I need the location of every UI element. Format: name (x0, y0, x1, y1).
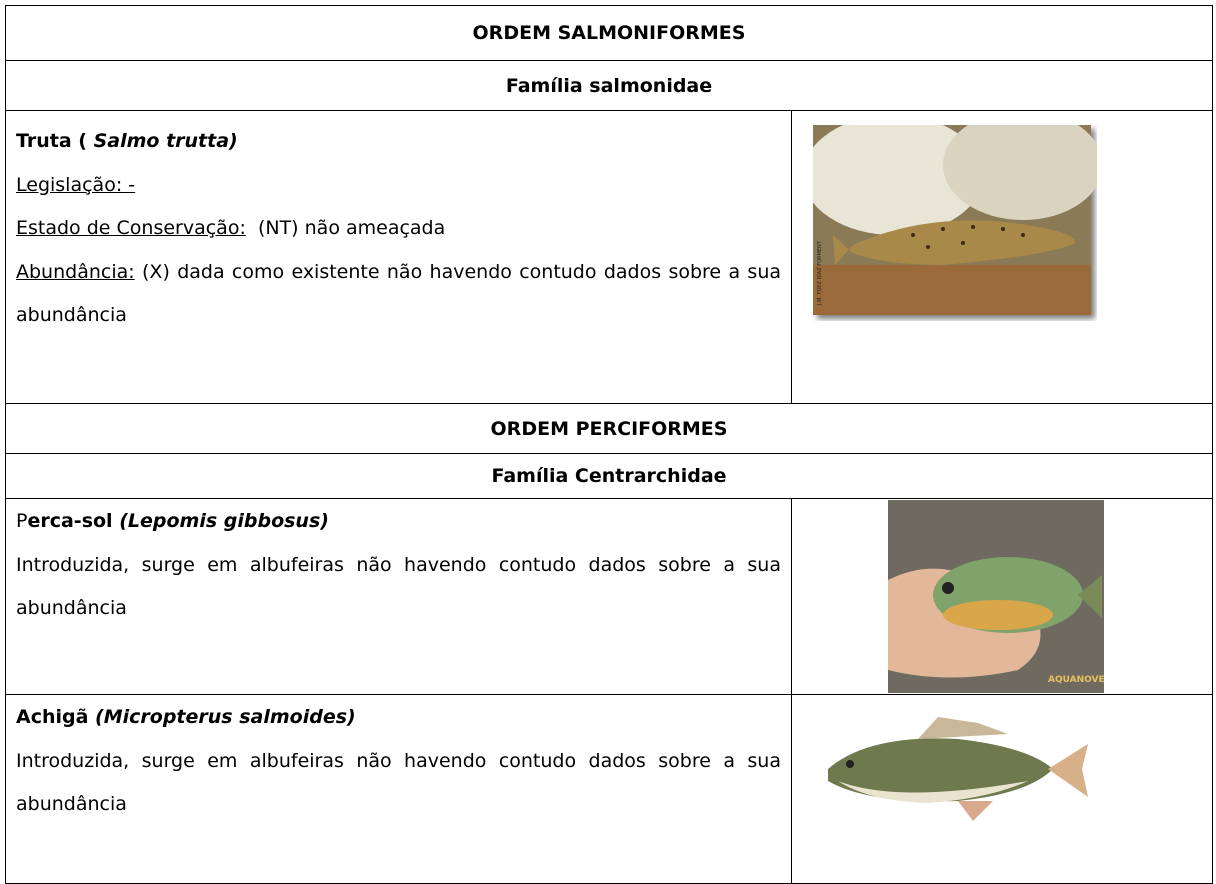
field-label: Legislação: - (16, 173, 136, 196)
order-heading: ORDEM PERCIFORMES (5, 403, 1213, 454)
tail (1078, 575, 1102, 618)
species-image-cell (791, 694, 1213, 884)
species-image-cell: J.M. FDEZ DÍAZ FORMENT (791, 110, 1213, 404)
name-plain: P (16, 510, 28, 532)
heading-text: Família salmonidae (505, 74, 713, 97)
bass-illustration (828, 717, 1088, 821)
order-heading: ORDEM SALMONIFORMES (5, 5, 1213, 61)
image-credit: AQUANOVEL (1048, 675, 1104, 685)
eye (942, 582, 954, 594)
belly (838, 781, 1028, 803)
species-image-cell: AQUANOVEL (791, 498, 1213, 695)
name-scientific: (Lepomis gibbosus) (119, 510, 329, 532)
name-common: Truta ( (16, 130, 94, 152)
species-text-cell: Achigã (Micropterus salmoides) Introduzi… (5, 694, 792, 884)
family-heading: Família salmonidae (5, 60, 1213, 111)
anal-fin (958, 801, 993, 821)
field-line: Legislação: - (16, 164, 781, 208)
field-line: Estado de Conservação: (NT) não ameaçada (16, 207, 781, 251)
species-name: Truta ( Salmo trutta) (16, 120, 781, 164)
name-scientific: Salmo trutta) (93, 130, 238, 152)
name-common: erca-sol (27, 510, 120, 532)
trout-photo: J.M. FDEZ DÍAZ FORMENT (813, 125, 1097, 315)
name-scientific: (Micropterus salmoides) (95, 706, 356, 728)
species-name: Achigã (Micropterus salmoides) (16, 696, 781, 740)
eye (846, 760, 854, 768)
field-text: (NT) não ameaçada (257, 217, 446, 239)
heading-text: ORDEM SALMONIFORMES (472, 22, 746, 44)
heading-text: Família Centrarchidae (491, 465, 727, 487)
rock (813, 125, 983, 235)
fish-body (828, 738, 1053, 802)
field-label: Estado de Conservação: (16, 217, 246, 239)
species-name: Perca-sol (Lepomis gibbosus) (16, 500, 781, 544)
heading-text: ORDEM PERCIFORMES (490, 417, 728, 440)
dorsal-fin (918, 717, 1008, 739)
belly (943, 600, 1053, 630)
name-common: Achigã (16, 706, 96, 728)
fish (833, 220, 1076, 265)
species-text-cell: Truta ( Salmo trutta) Legislação: - Esta… (5, 110, 792, 404)
sunfish-photo: AQUANOVEL (888, 500, 1104, 693)
field-text: (X) dada como existente não havendo cont… (16, 260, 781, 327)
rock (943, 125, 1097, 220)
family-heading: Família Centrarchidae (5, 453, 1213, 499)
tail (1048, 744, 1088, 797)
field-label: Abundância: (16, 260, 135, 283)
image-credit: J.M. FDEZ DÍAZ FORMENT (816, 240, 823, 306)
species-description: Introduzida, surge em albufeiras não hav… (16, 749, 781, 816)
ground (813, 265, 1091, 315)
species-description: Introduzida, surge em albufeiras não hav… (16, 553, 781, 620)
species-text-cell: Perca-sol (Lepomis gibbosus) Introduzida… (5, 498, 792, 695)
field-line: Abundância: (X) dada como existente não … (16, 251, 781, 338)
spots (911, 225, 1025, 249)
